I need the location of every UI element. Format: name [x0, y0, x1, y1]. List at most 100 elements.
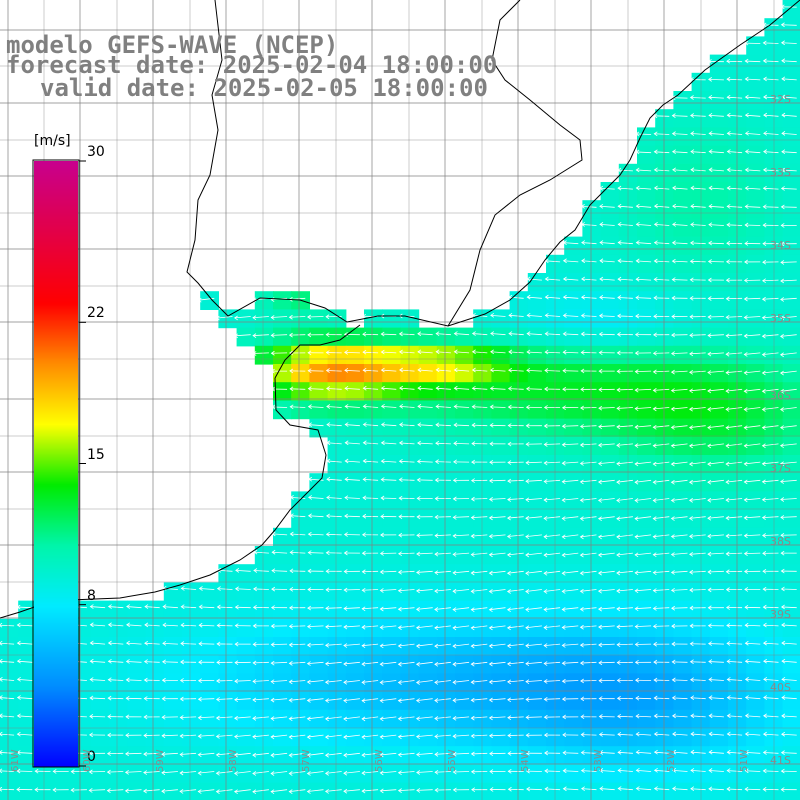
wind-cell — [728, 345, 747, 365]
wind-cell — [254, 764, 274, 784]
wind-cell — [436, 691, 456, 711]
wind-arrow — [507, 607, 524, 611]
colorbar-segment — [34, 393, 78, 396]
colorbar-segment — [34, 257, 78, 260]
wind-arrow — [417, 442, 433, 445]
colorbar-segment — [34, 537, 78, 540]
wind-cell — [127, 782, 147, 800]
wind-arrow — [526, 369, 542, 372]
wind-arrow-head — [708, 113, 713, 118]
wind-arrow — [671, 516, 688, 519]
wind-arrow — [636, 788, 652, 791]
wind-arrow — [580, 570, 597, 574]
wind-arrow — [707, 425, 724, 429]
wind-arrow-head — [361, 752, 366, 758]
colorbar-segment — [34, 517, 78, 520]
wind-arrow — [143, 771, 160, 773]
wind-cell — [728, 364, 747, 383]
wind-cell — [309, 345, 329, 365]
wind-arrow-head — [762, 586, 767, 592]
wind-arrow-head — [579, 497, 584, 503]
wind-cell — [600, 236, 620, 256]
colorbar-segment — [34, 333, 78, 336]
wind-cell — [673, 382, 693, 401]
wind-arrow-head — [343, 624, 348, 630]
wind-cell — [436, 582, 456, 602]
wind-cell — [0, 728, 19, 747]
wind-cell — [746, 54, 765, 74]
wind-arrow — [762, 352, 779, 356]
wind-arrow-head — [288, 642, 293, 648]
wind-arrow-head — [688, 461, 693, 467]
wind-cell — [327, 546, 347, 565]
wind-arrow-head — [470, 697, 475, 703]
wind-arrow-head — [616, 443, 621, 448]
wind-arrow — [125, 771, 142, 773]
wind-arrow — [508, 296, 524, 299]
wind-arrow-head — [489, 422, 494, 428]
wind-arrow-head — [779, 334, 784, 339]
wind-arrow-head — [544, 786, 549, 792]
wind-arrow — [326, 478, 342, 481]
wind-cell — [564, 673, 583, 693]
wind-arrow-head — [761, 370, 766, 376]
wind-arrow-head — [434, 551, 439, 557]
wind-arrow — [325, 752, 342, 756]
wind-arrow — [671, 425, 688, 428]
wind-arrow — [580, 443, 597, 446]
wind-arrow — [581, 242, 597, 245]
wind-cell — [418, 673, 438, 693]
colorbar-segment — [34, 213, 78, 216]
wind-arrow-head — [726, 131, 731, 136]
wind-cell — [109, 782, 128, 800]
wind-arrow-head — [690, 222, 695, 227]
wind-arrow-head — [763, 149, 768, 154]
wind-arrow-head — [725, 605, 730, 610]
wind-cell — [546, 491, 565, 511]
wind-cell — [709, 200, 729, 219]
wind-arrow-head — [561, 423, 566, 429]
wind-arrow — [689, 498, 706, 501]
colorbar-segment — [34, 653, 78, 656]
colorbar-segment — [34, 623, 78, 626]
wind-arrow — [434, 680, 451, 683]
wind-arrow-head — [125, 714, 130, 720]
wind-arrow — [216, 734, 233, 737]
wind-arrow-head — [762, 185, 767, 191]
colorbar-segment — [34, 237, 78, 240]
wind-arrow-head — [707, 443, 712, 449]
wind-arrow-head — [107, 714, 112, 719]
wind-arrow — [781, 42, 797, 44]
wind-arrow-head — [598, 461, 602, 466]
wind-arrow — [781, 132, 797, 135]
wind-cell — [182, 764, 201, 784]
wind-arrow — [399, 351, 415, 354]
wind-cell — [327, 382, 347, 401]
wind-arrow — [707, 552, 724, 555]
colorbar-segment — [34, 427, 78, 430]
wind-arrow — [780, 498, 797, 500]
wind-arrow — [616, 589, 633, 592]
wind-arrow-head — [597, 534, 602, 540]
wind-arrow — [399, 333, 415, 336]
wind-arrow-head — [270, 605, 275, 610]
colorbar-segment — [34, 631, 78, 634]
wind-arrow-head — [544, 258, 549, 264]
wind-arrow — [654, 279, 670, 281]
colorbar-segment — [34, 177, 78, 180]
wind-arrow — [544, 661, 561, 664]
wind-arrow — [308, 478, 324, 481]
colorbar-segment — [34, 479, 78, 482]
wind-cell — [673, 782, 693, 800]
wind-arrow-head — [726, 731, 731, 737]
wind-arrow-head — [708, 713, 713, 719]
wind-cell — [0, 691, 19, 711]
wind-cell — [546, 273, 565, 292]
colorbar-unit: [m/s] — [34, 133, 71, 149]
colorbar-segment — [34, 259, 78, 262]
wind-arrow-head — [16, 768, 21, 774]
wind-cell — [18, 728, 37, 747]
wind-cell — [782, 364, 800, 383]
wind-arrow — [618, 205, 633, 208]
colorbar-segment — [34, 705, 78, 708]
